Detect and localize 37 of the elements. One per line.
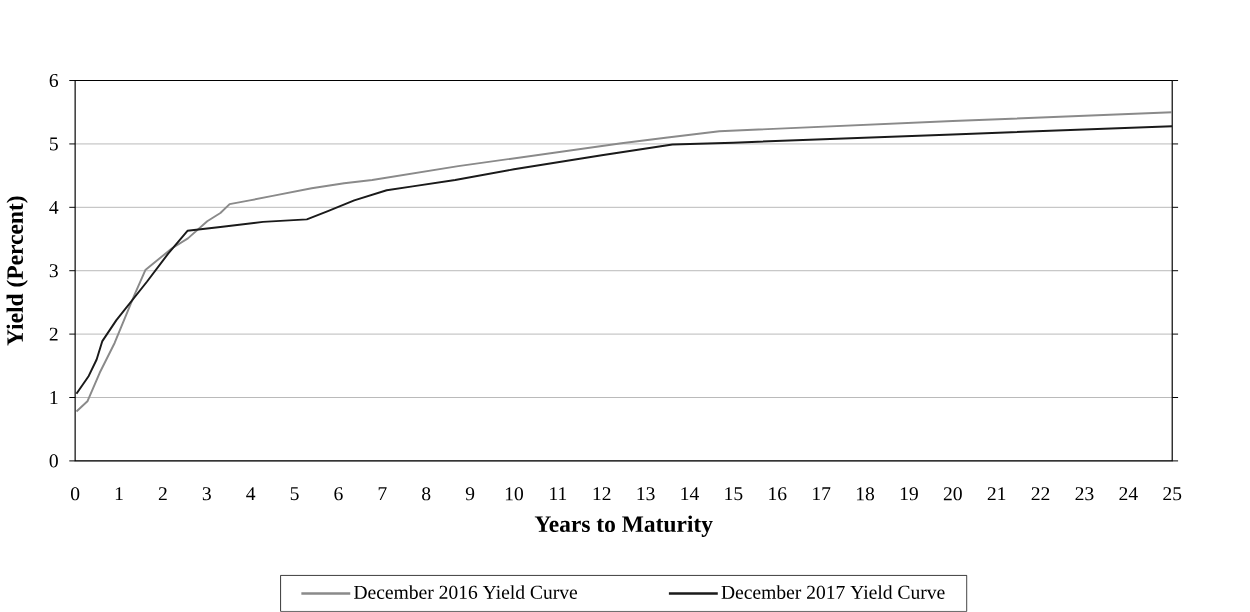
x-tick-label: 20: [943, 487, 962, 501]
x-tick-label: 11: [550, 487, 567, 501]
x-tick-label: 4: [246, 487, 256, 501]
x-axis-title: Years to Maturity: [534, 515, 713, 537]
x-tick-label: 8: [422, 487, 431, 501]
x-tick-label: 6: [334, 487, 343, 501]
x-tick-label: 9: [465, 487, 475, 501]
x-tick-label: 7: [378, 487, 387, 501]
x-tick-label: 15: [725, 487, 743, 501]
x-tick-label: 3: [202, 487, 211, 501]
x-tick-label: 2: [158, 487, 167, 501]
y-tick-label: 2: [49, 327, 58, 341]
x-tick-label: 14: [681, 487, 699, 501]
x-tick-label: 21: [987, 487, 1006, 501]
x-tick-label: 24: [1119, 487, 1138, 501]
x-tick-label: 19: [900, 487, 918, 501]
y-tick-label: 5: [50, 137, 58, 151]
x-tick-label: 10: [505, 487, 523, 501]
y-tick-label: 0: [49, 454, 58, 468]
x-tick-label: 12: [593, 487, 611, 501]
x-tick-label: 23: [1075, 487, 1094, 501]
legend-label: December 2016 Yield Curve: [354, 585, 578, 600]
x-tick-label: 5: [290, 487, 299, 501]
x-tick-label: 17: [813, 487, 831, 501]
x-tick-label: 16: [769, 487, 787, 501]
y-axis-title: Yield (Percent): [6, 196, 28, 346]
x-tick-label: 0: [71, 487, 80, 501]
legend-label: December 2017 Yield Curve: [721, 585, 945, 600]
x-tick-label: 25: [1163, 487, 1182, 501]
y-tick-label: 1: [50, 391, 58, 405]
y-tick-label: 6: [49, 74, 59, 88]
x-tick-label: 22: [1031, 487, 1050, 501]
x-tick-label: 1: [115, 487, 123, 501]
x-tick-label: 18: [856, 487, 875, 501]
y-tick-label: 3: [49, 264, 58, 278]
x-tick-label: 13: [637, 487, 655, 501]
y-tick-label: 4: [49, 200, 59, 214]
